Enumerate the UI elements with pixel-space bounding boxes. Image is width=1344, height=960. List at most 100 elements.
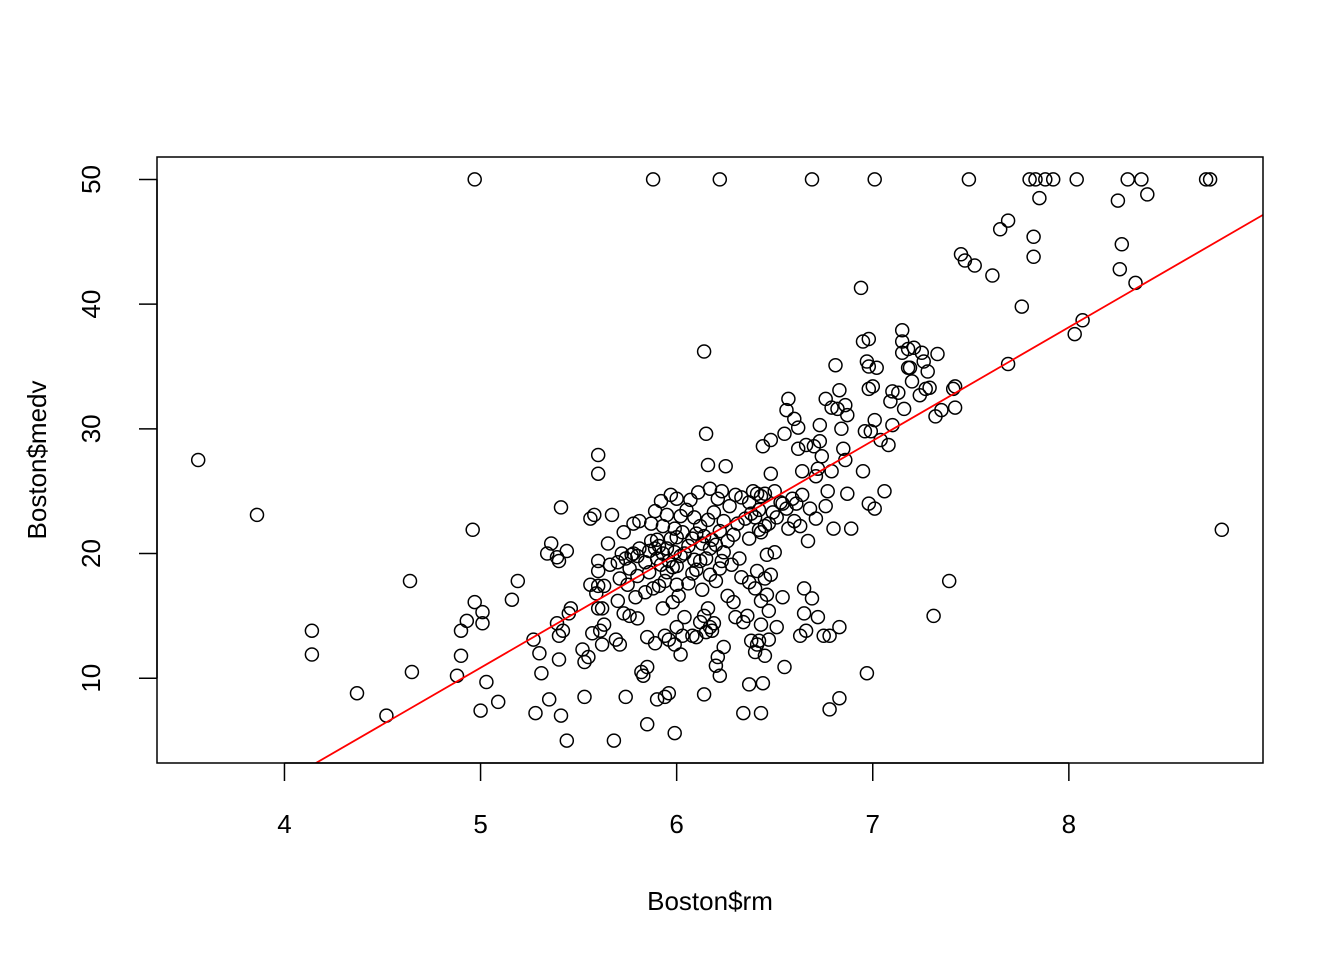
data-point	[600, 536, 616, 551]
data-point	[630, 611, 645, 626]
data-point	[583, 511, 598, 526]
data-point	[822, 628, 837, 644]
data-point	[865, 379, 881, 394]
data-point	[804, 172, 820, 187]
data-point	[712, 172, 728, 187]
data-point	[504, 592, 520, 607]
x-tick-label: 6	[669, 809, 683, 839]
data-point	[712, 523, 728, 539]
data-point	[922, 380, 937, 395]
data-point	[926, 608, 941, 624]
data-point	[636, 668, 651, 683]
data-point	[1067, 326, 1082, 342]
data-point	[832, 690, 847, 706]
data-point	[649, 692, 665, 707]
data-point	[753, 617, 769, 632]
data-point	[610, 554, 626, 570]
data-point	[1032, 190, 1047, 206]
data-point	[859, 665, 875, 681]
data-point	[647, 636, 663, 651]
data-point	[610, 593, 626, 609]
data-point	[796, 606, 812, 621]
data-point	[790, 441, 806, 457]
data-point	[671, 588, 686, 604]
data-point	[1198, 172, 1214, 187]
data-point	[649, 532, 665, 548]
data-point	[349, 685, 365, 701]
data-point	[526, 632, 541, 647]
data-point	[759, 587, 775, 602]
data-point	[685, 566, 700, 581]
regression-line	[314, 214, 1263, 763]
data-point	[304, 647, 320, 662]
data-point	[808, 511, 824, 526]
data-point	[812, 417, 828, 433]
data-point	[675, 628, 690, 644]
data-point	[894, 323, 910, 338]
data-point	[906, 340, 922, 356]
data-point	[822, 702, 837, 717]
data-point	[753, 488, 769, 504]
data-point	[551, 652, 567, 667]
data-point	[747, 581, 763, 596]
data-point	[781, 391, 796, 407]
data-point	[1134, 172, 1149, 187]
data-point	[947, 400, 963, 415]
y-tick-label: 50	[76, 165, 106, 194]
y-tick-label: 10	[76, 664, 106, 693]
data-point	[249, 507, 265, 523]
data-point	[1022, 172, 1037, 187]
data-point	[541, 692, 557, 707]
data-point	[792, 518, 808, 534]
y-axis-label: Boston$medv	[22, 381, 52, 540]
data-point	[755, 675, 771, 691]
data-point	[734, 569, 749, 585]
data-point	[775, 589, 790, 605]
data-point	[585, 626, 600, 641]
data-point	[553, 708, 569, 723]
data-point	[785, 491, 800, 506]
points-layer	[190, 172, 1230, 748]
data-point	[559, 733, 575, 748]
data-point	[779, 402, 794, 418]
data-point	[698, 551, 714, 566]
data-point	[553, 500, 569, 515]
data-point	[700, 457, 716, 473]
data-point	[759, 547, 775, 563]
y-axis: 10 20 30 40 50	[76, 165, 158, 693]
data-point	[1110, 193, 1126, 208]
data-point	[539, 546, 555, 561]
data-point	[647, 541, 663, 556]
data-point	[753, 705, 769, 721]
data-point	[1000, 213, 1016, 228]
data-point	[667, 521, 682, 536]
data-point	[961, 172, 977, 187]
data-point	[877, 483, 892, 499]
data-point	[900, 341, 916, 357]
data-point	[1214, 522, 1230, 538]
data-point	[667, 725, 682, 741]
data-point	[787, 411, 802, 427]
data-point	[689, 562, 704, 577]
data-point	[967, 258, 982, 273]
data-point	[1026, 249, 1041, 265]
data-point	[804, 591, 820, 606]
data-point	[606, 733, 622, 748]
y-tick-label: 30	[76, 414, 106, 443]
y-tick-label: 20	[76, 539, 106, 568]
data-point	[820, 483, 835, 499]
data-point	[696, 608, 712, 624]
data-point	[622, 608, 637, 624]
data-point	[869, 360, 884, 375]
data-point	[706, 616, 722, 631]
data-point	[596, 617, 612, 632]
x-tick-label: 5	[473, 809, 487, 839]
data-point	[467, 172, 482, 187]
data-point	[728, 609, 743, 625]
data-point	[543, 536, 559, 551]
data-point	[867, 412, 882, 428]
data-point	[857, 424, 873, 439]
data-point	[694, 582, 710, 597]
data-point	[896, 401, 912, 417]
x-tick-label: 4	[277, 809, 291, 839]
